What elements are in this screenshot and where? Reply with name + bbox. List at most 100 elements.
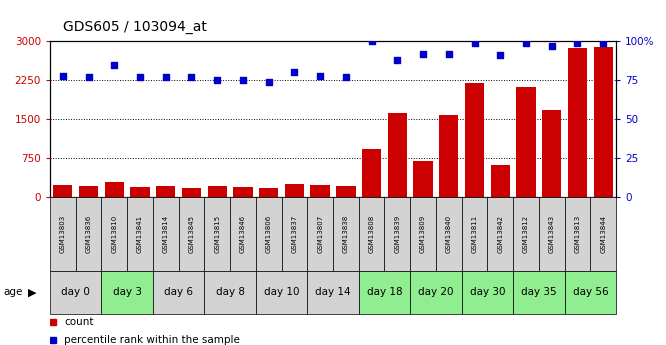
Bar <box>516 87 535 197</box>
Point <box>418 51 428 57</box>
Text: day 30: day 30 <box>470 287 505 297</box>
Bar <box>410 197 436 271</box>
Text: GSM13808: GSM13808 <box>368 215 374 253</box>
Bar <box>593 47 613 197</box>
Text: day 35: day 35 <box>521 287 557 297</box>
Bar <box>491 165 510 197</box>
Bar <box>259 188 278 197</box>
Bar <box>414 161 433 197</box>
Bar <box>565 271 616 314</box>
Bar <box>410 271 462 314</box>
Bar <box>542 110 561 197</box>
Point <box>263 79 274 85</box>
Bar <box>50 271 101 314</box>
Point <box>572 40 583 46</box>
Text: age: age <box>3 287 23 297</box>
Text: day 56: day 56 <box>573 287 608 297</box>
Text: GSM13815: GSM13815 <box>214 215 220 253</box>
Bar <box>436 197 462 271</box>
Text: GSM13842: GSM13842 <box>498 215 503 253</box>
Bar <box>256 197 282 271</box>
Bar <box>182 188 201 197</box>
Text: GSM13814: GSM13814 <box>163 215 168 253</box>
Bar <box>50 197 76 271</box>
Text: day 18: day 18 <box>367 287 402 297</box>
Bar <box>127 197 153 271</box>
Bar <box>362 149 381 197</box>
Bar <box>565 197 590 271</box>
Bar <box>256 271 307 314</box>
Point <box>186 74 196 80</box>
Text: GSM13812: GSM13812 <box>523 215 529 253</box>
Text: percentile rank within the sample: percentile rank within the sample <box>64 335 240 345</box>
Bar <box>462 271 513 314</box>
Point <box>161 74 171 80</box>
Bar <box>336 186 356 197</box>
Bar <box>53 185 73 197</box>
Text: GSM13836: GSM13836 <box>85 215 91 253</box>
Bar <box>590 197 616 271</box>
Point <box>444 51 454 57</box>
Text: GSM13809: GSM13809 <box>420 215 426 253</box>
Text: GSM13837: GSM13837 <box>292 215 298 253</box>
Text: GSM13803: GSM13803 <box>60 215 66 253</box>
Bar <box>310 185 330 197</box>
Text: GSM13807: GSM13807 <box>317 215 323 253</box>
Bar <box>307 271 359 314</box>
Bar <box>233 187 252 197</box>
Text: day 6: day 6 <box>164 287 193 297</box>
Point <box>546 43 557 49</box>
Text: day 10: day 10 <box>264 287 299 297</box>
Bar <box>384 197 410 271</box>
Bar <box>178 197 204 271</box>
Text: GSM13845: GSM13845 <box>188 215 194 253</box>
Point <box>521 40 531 46</box>
Point <box>315 73 326 78</box>
Bar <box>153 197 178 271</box>
Text: GDS605 / 103094_at: GDS605 / 103094_at <box>63 20 207 34</box>
Bar <box>208 186 227 197</box>
Text: day 0: day 0 <box>61 287 90 297</box>
Bar <box>101 271 153 314</box>
Text: GSM13846: GSM13846 <box>240 215 246 253</box>
Text: GSM13841: GSM13841 <box>137 215 143 253</box>
Bar <box>568 48 587 197</box>
Bar <box>204 271 256 314</box>
Point <box>392 57 403 63</box>
Bar <box>285 184 304 197</box>
Point <box>135 74 145 80</box>
Text: day 20: day 20 <box>418 287 454 297</box>
Bar <box>204 197 230 271</box>
Text: day 14: day 14 <box>315 287 351 297</box>
Bar <box>79 186 98 197</box>
Point <box>83 74 94 80</box>
Point <box>289 70 300 75</box>
Point <box>469 40 480 46</box>
Text: day 3: day 3 <box>113 287 142 297</box>
Bar <box>513 197 539 271</box>
Bar <box>465 83 484 197</box>
Text: GSM13811: GSM13811 <box>472 215 478 253</box>
Text: GSM13839: GSM13839 <box>394 215 400 253</box>
Bar <box>513 271 565 314</box>
Text: day 8: day 8 <box>216 287 244 297</box>
Bar <box>439 115 458 197</box>
Bar <box>388 113 407 197</box>
Text: GSM13844: GSM13844 <box>600 215 606 253</box>
Point <box>598 40 609 46</box>
Bar <box>153 271 204 314</box>
Point <box>366 39 377 44</box>
Bar <box>359 197 384 271</box>
Bar <box>76 197 101 271</box>
Bar <box>131 187 150 197</box>
Bar <box>539 197 565 271</box>
Point <box>109 62 120 68</box>
Bar <box>462 197 488 271</box>
Bar <box>359 271 410 314</box>
Point <box>57 73 68 78</box>
Text: GSM13806: GSM13806 <box>266 215 272 253</box>
Bar <box>105 181 124 197</box>
Point <box>495 52 505 58</box>
Point <box>238 77 248 83</box>
Bar <box>101 197 127 271</box>
